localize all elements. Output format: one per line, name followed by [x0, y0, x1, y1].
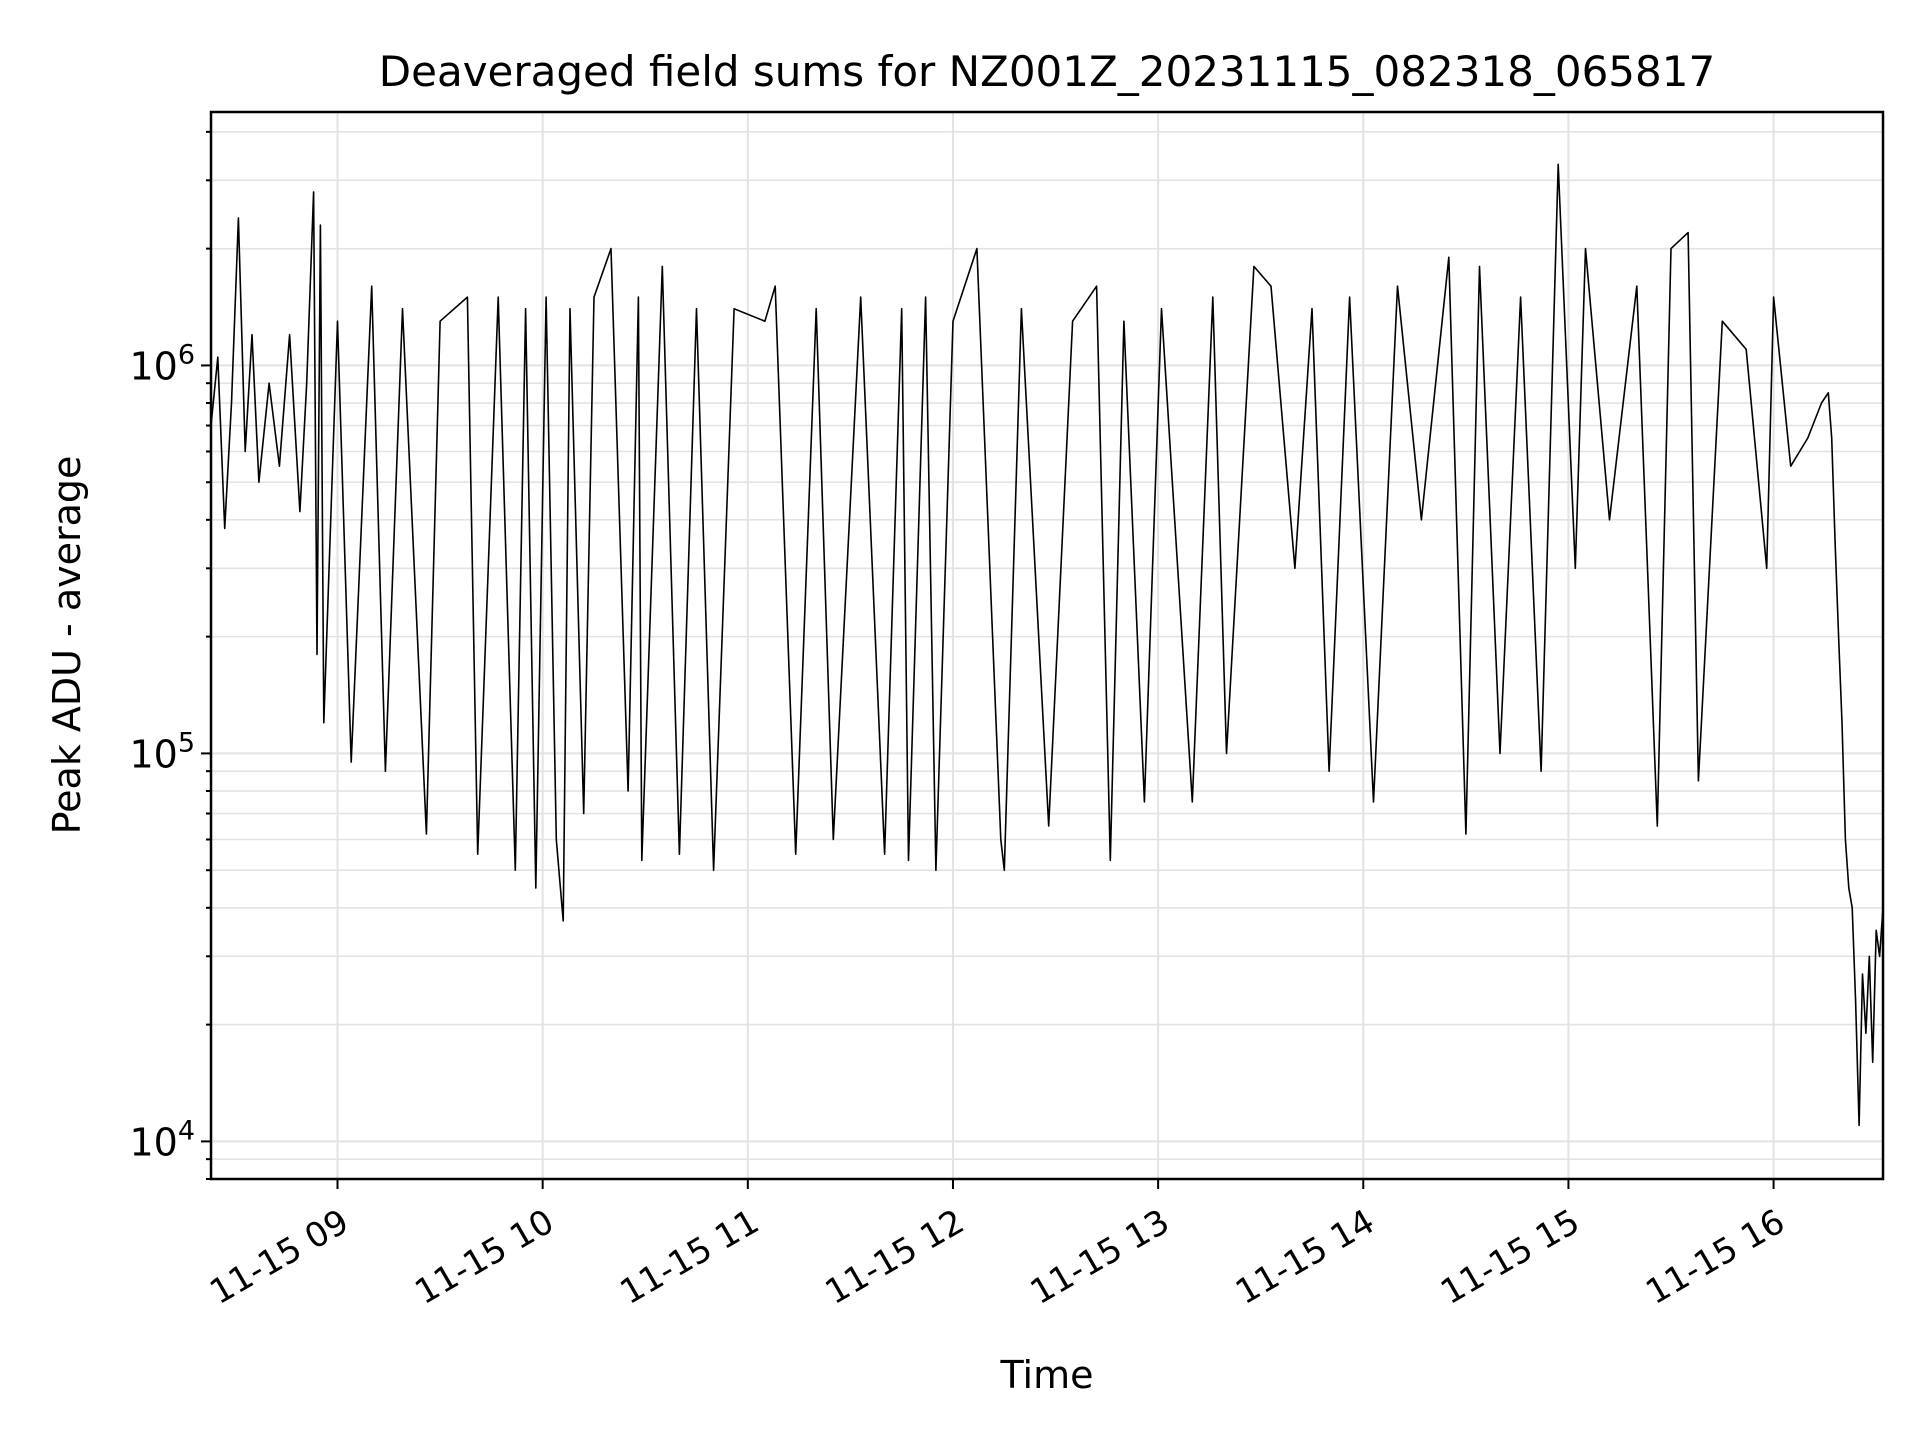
- y-tick-exponent: 6: [178, 339, 195, 370]
- y-tick-label: 104: [129, 1115, 195, 1164]
- y-tick-label: 106: [129, 339, 195, 388]
- y-tick-base: 10: [129, 732, 177, 776]
- y-tick-exponent: 4: [178, 1115, 195, 1146]
- y-tick-exponent: 5: [178, 727, 195, 758]
- y-axis-label: Peak ADU - average: [45, 456, 89, 835]
- data-layer: [210, 163, 1884, 1127]
- plot-frame: [209, 110, 1885, 1181]
- y-tick-base: 10: [129, 344, 177, 388]
- x-axis-label: Time: [1000, 1353, 1094, 1397]
- y-tick-base: 10: [129, 1120, 177, 1164]
- chart-title: Deaveraged field sums for NZ001Z_2023111…: [379, 47, 1715, 96]
- series-line: [210, 163, 1884, 1127]
- y-tick-label: 105: [129, 727, 195, 776]
